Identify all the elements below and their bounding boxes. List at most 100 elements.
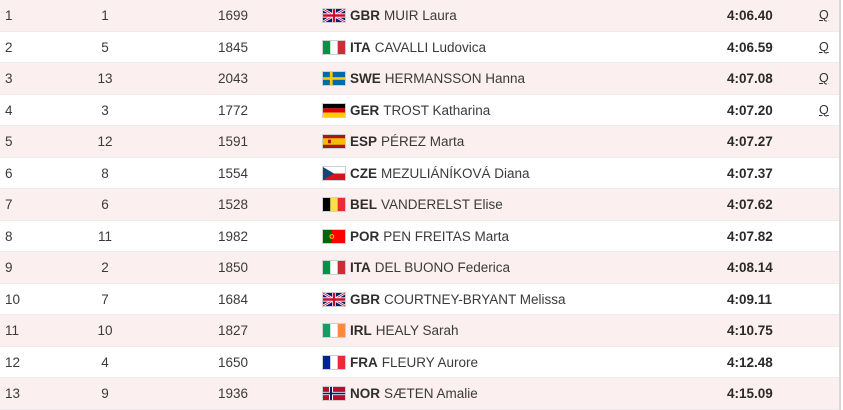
points-cell: 2043 (218, 71, 249, 86)
athlete-cell[interactable]: BEL VANDERELST Elise (322, 189, 503, 220)
athlete-name[interactable]: MEZULIÁNÍKOVÁ Diana (381, 165, 530, 181)
result-row[interactable]: 4 3 1772 GER TROST Katharina 4:07.20 Q (0, 94, 839, 126)
rank-cell: 5 (5, 134, 13, 149)
rank-cell: 12 (5, 354, 21, 370)
time-cell: 4:07.08 (727, 71, 773, 86)
por-flag-icon (322, 228, 346, 244)
time-cell: 4:07.37 (727, 165, 773, 181)
athlete-name[interactable]: PÉREZ Marta (381, 134, 465, 149)
noc-code: BEL (350, 197, 377, 212)
noc-code: NOR (350, 386, 380, 401)
athlete-name[interactable]: FLEURY Aurore (381, 354, 479, 370)
athlete-cell[interactable]: POR PEN FREITAS Marta (322, 221, 509, 252)
result-row[interactable]: 9 2 1850 ITA DEL BUONO Federica 4:08.14 (0, 252, 839, 284)
athlete-name[interactable]: CAVALLI Ludovica (374, 39, 487, 55)
time-cell: 4:07.62 (727, 197, 773, 212)
rank-cell: 8 (5, 228, 13, 244)
result-row[interactable]: 11 10 1827 IRL HEALY Sarah 4:10.75 (0, 315, 839, 347)
athlete-name[interactable]: VANDERELST Elise (381, 197, 503, 212)
nor-flag-icon (322, 386, 346, 401)
result-row[interactable]: 5 12 1591 ESP PÉREZ Marta 4:07.27 (0, 126, 839, 158)
time-cell: 4:07.20 (727, 102, 773, 118)
points-cell: 1936 (218, 386, 249, 401)
points-cell: 1699 (218, 8, 249, 23)
athlete-cell[interactable]: GBR MUIR Laura (322, 0, 457, 31)
athlete-name[interactable]: TROST Katharina (383, 102, 491, 118)
athlete-cell[interactable]: CZE MEZULIÁNÍKOVÁ Diana (322, 158, 530, 189)
athlete-name[interactable]: MUIR Laura (384, 8, 457, 23)
qualifier-mark: Q (819, 71, 829, 85)
noc-code: GBR (350, 8, 380, 23)
result-row[interactable]: 12 4 1650 FRA FLEURY Aurore 4:12.48 (0, 346, 839, 378)
rank-cell: 1 (5, 8, 13, 23)
points-cell: 1827 (218, 323, 249, 338)
result-row[interactable]: 3 13 2043 SWE HERMANSSON Hanna 4:07.08 Q (0, 63, 839, 95)
bib-cell: 7 (101, 291, 109, 307)
rank-cell: 13 (5, 386, 21, 401)
athlete-cell[interactable]: ITA DEL BUONO Federica (322, 252, 510, 283)
qualifier-mark: Q (819, 102, 829, 117)
noc-code: GER (350, 102, 380, 118)
athlete-cell[interactable]: ESP PÉREZ Marta (322, 126, 464, 157)
athlete-name[interactable]: HEALY Sarah (375, 323, 459, 338)
ger-flag-icon (322, 102, 346, 118)
swe-flag-icon (322, 71, 346, 86)
athlete-cell[interactable]: IRL HEALY Sarah (322, 315, 459, 346)
bib-cell: 4 (101, 354, 109, 370)
noc-code: POR (350, 228, 380, 244)
bib-cell: 1 (101, 8, 109, 23)
points-cell: 1845 (218, 39, 249, 55)
bib-cell: 5 (101, 39, 109, 55)
result-row[interactable]: 6 8 1554 CZE MEZULIÁNÍKOVÁ Diana 4:07.37 (0, 157, 839, 189)
result-row[interactable]: 13 9 1936 NOR SÆTEN Amalie 4:15.09 (0, 378, 839, 410)
athlete-cell[interactable]: SWE HERMANSSON Hanna (322, 63, 525, 94)
esp-flag-icon (322, 134, 346, 149)
result-row[interactable]: 7 6 1528 BEL VANDERELST Elise 4:07.62 (0, 189, 839, 221)
ita-flag-icon (322, 39, 346, 55)
athlete-cell[interactable]: GBR COURTNEY-BRYANT Melissa (322, 284, 566, 315)
bib-cell: 6 (101, 197, 109, 212)
noc-code: ITA (350, 39, 371, 55)
time-cell: 4:08.14 (727, 260, 773, 275)
athlete-cell[interactable]: FRA FLEURY Aurore (322, 347, 478, 378)
result-row[interactable]: 1 1 1699 GBR MUIR Laura 4:06.40 Q (0, 0, 839, 32)
athlete-name[interactable]: DEL BUONO Federica (374, 260, 511, 275)
noc-code: ITA (350, 260, 371, 275)
result-row[interactable]: 10 7 1684 GBR COURTNEY-BRYANT Melissa 4:… (0, 283, 839, 315)
time-cell: 4:09.11 (727, 291, 773, 307)
gbr-flag-icon (322, 8, 346, 23)
athlete-name[interactable]: COURTNEY-BRYANT Melissa (384, 291, 566, 307)
irl-flag-icon (322, 323, 346, 338)
points-cell: 1982 (218, 228, 249, 244)
athlete-cell[interactable]: NOR SÆTEN Amalie (322, 378, 478, 409)
time-cell: 4:15.09 (727, 386, 773, 401)
rank-cell: 11 (5, 323, 20, 338)
athlete-name[interactable]: PEN FREITAS Marta (383, 228, 510, 244)
qualifier-mark: Q (819, 39, 829, 54)
points-cell: 1591 (218, 134, 249, 149)
qualifier-mark: Q (819, 8, 829, 22)
rank-cell: 2 (5, 39, 13, 55)
points-cell: 1528 (218, 197, 249, 212)
time-cell: 4:06.59 (727, 39, 773, 55)
bib-cell: 11 (97, 228, 112, 244)
fra-flag-icon (322, 354, 346, 370)
athlete-name[interactable]: SÆTEN Amalie (384, 386, 478, 401)
noc-code: GBR (350, 291, 380, 307)
points-cell: 1850 (218, 260, 249, 275)
result-row[interactable]: 8 11 1982 POR PEN FREITAS Marta 4:07.82 (0, 220, 839, 252)
points-cell: 1554 (218, 165, 249, 181)
athlete-cell[interactable]: ITA CAVALLI Ludovica (322, 32, 486, 63)
points-cell: 1684 (218, 291, 249, 307)
result-row[interactable]: 2 5 1845 ITA CAVALLI Ludovica 4:06.59 Q (0, 31, 839, 63)
bib-cell: 13 (97, 71, 113, 86)
rank-cell: 7 (5, 197, 13, 212)
athlete-name[interactable]: HERMANSSON Hanna (384, 71, 526, 86)
athlete-cell[interactable]: GER TROST Katharina (322, 95, 490, 126)
rank-cell: 10 (5, 291, 21, 307)
time-cell: 4:07.27 (727, 134, 773, 149)
noc-code: IRL (350, 323, 372, 338)
gbr-flag-icon (322, 291, 346, 307)
